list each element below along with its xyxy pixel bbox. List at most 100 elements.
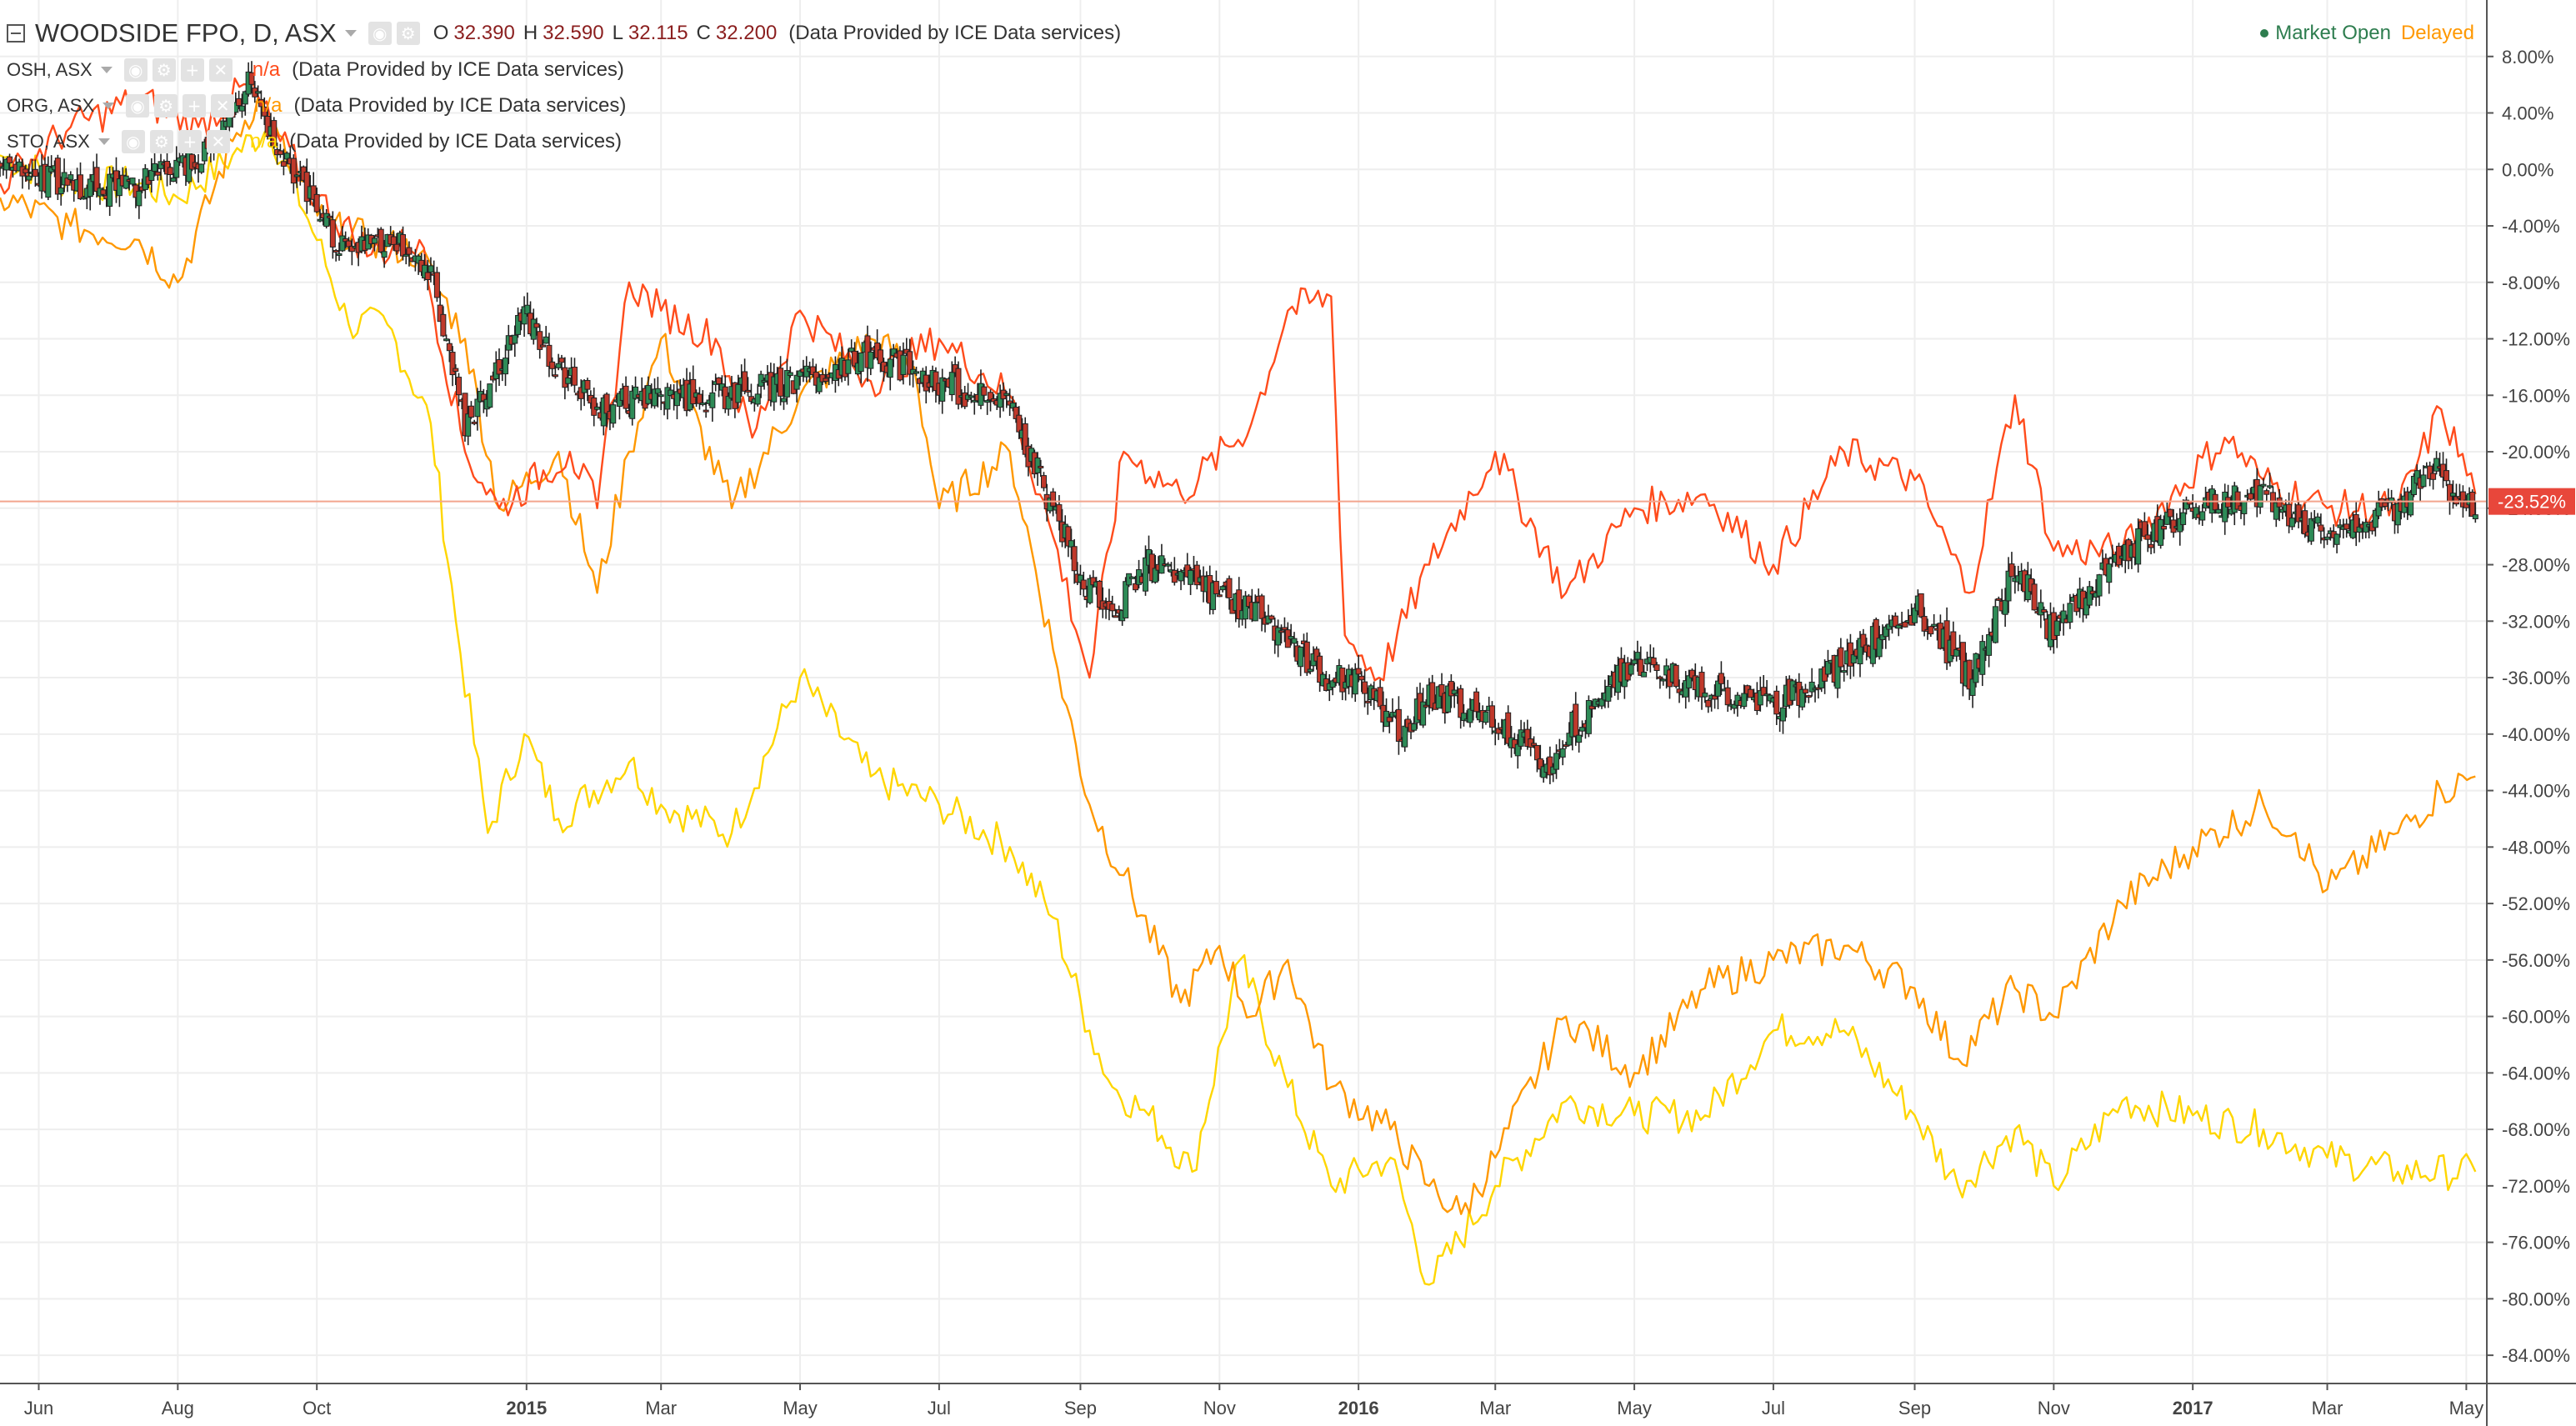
y-tick-label: 4.00%: [2502, 103, 2553, 124]
candle-body: [955, 368, 962, 405]
candle-body: [652, 388, 658, 407]
candle-body: [1210, 582, 1217, 610]
candle-body: [1090, 577, 1097, 586]
candle-body: [1860, 633, 1867, 648]
close-icon[interactable]: ✕: [208, 58, 233, 82]
candle-body: [971, 399, 978, 403]
candle-body: [2248, 493, 2254, 500]
candle-body: [1317, 655, 1323, 683]
gear-icon[interactable]: ⚙: [154, 94, 178, 118]
candle-body: [3, 158, 10, 171]
candle-body: [2469, 491, 2476, 517]
overlay-symbol-label[interactable]: OSH, ASX: [7, 59, 93, 80]
candle-body: [1077, 574, 1083, 583]
overlay-row-org: ORG, ASX ◉ ⚙ + ✕ n/a (Data Provided by I…: [7, 89, 626, 123]
candle-body: [780, 398, 787, 403]
candle-body: [690, 378, 697, 404]
candle-body: [152, 163, 158, 172]
candle-body: [988, 392, 994, 401]
gear-icon[interactable]: ⚙: [152, 58, 176, 82]
candle-body: [1016, 414, 1023, 433]
candle-body: [673, 391, 680, 407]
candle-body: [1992, 606, 1998, 643]
eye-icon[interactable]: ◉: [368, 22, 392, 45]
candle-body: [1068, 540, 1074, 548]
candle-body: [1531, 743, 1538, 746]
chevron-down-icon[interactable]: [344, 30, 357, 37]
close-icon[interactable]: ✕: [211, 94, 235, 118]
candle-body: [1950, 631, 1957, 657]
candle-body: [2148, 543, 2154, 548]
candle-body: [1895, 624, 1902, 629]
x-tick-label: Oct: [303, 1398, 331, 1418]
candle-body: [255, 91, 262, 94]
collapse-icon[interactable]: [7, 24, 25, 43]
candle-body: [1995, 598, 2002, 601]
candle-body: [154, 171, 161, 176]
candle-body: [1911, 608, 1918, 623]
candle-body: [552, 374, 558, 378]
candle-body: [310, 185, 317, 200]
candle-body: [1773, 690, 1780, 715]
x-tick-label: May: [783, 1398, 818, 1418]
overlay-value: n/a: [252, 58, 281, 81]
overlay-symbol-label[interactable]: ORG, ASX: [7, 95, 95, 116]
candle-body: [1050, 491, 1057, 507]
candle-body: [32, 168, 38, 177]
eye-icon[interactable]: ◉: [123, 58, 148, 82]
eye-icon[interactable]: ◉: [126, 94, 150, 118]
candle-body: [512, 334, 518, 344]
candle-body: [1979, 641, 1986, 675]
candle-body: [2167, 508, 2173, 518]
candle-body: [562, 367, 568, 388]
candle-body: [668, 389, 674, 396]
gear-icon[interactable]: ⚙: [149, 130, 173, 153]
candle-body: [716, 377, 723, 385]
add-icon[interactable]: +: [180, 58, 204, 82]
candle-body: [1628, 664, 1634, 675]
candle-body: [1714, 680, 1721, 697]
candle-body: [54, 158, 61, 195]
overlay-symbol-label[interactable]: STO, ASX: [7, 131, 90, 152]
candle-body: [326, 215, 333, 218]
eye-icon[interactable]: ◉: [121, 130, 145, 153]
candle-body: [64, 178, 71, 186]
candle-body: [1702, 693, 1708, 698]
candle-body: [1483, 711, 1489, 723]
candle-body: [2295, 504, 2302, 523]
candle-body: [348, 245, 355, 253]
candle-body: [1834, 655, 1841, 689]
candle-body: [2180, 512, 2187, 525]
candle-body: [1653, 664, 1660, 672]
chevron-down-icon[interactable]: [98, 138, 110, 145]
y-tick-label: -48.00%: [2502, 837, 2570, 858]
y-tick-label: -76.00%: [2502, 1233, 2570, 1253]
candle-body: [1411, 723, 1418, 731]
x-tick-label: 2015: [506, 1398, 547, 1418]
add-icon[interactable]: +: [178, 130, 202, 153]
chevron-down-icon[interactable]: [103, 103, 115, 109]
symbol-title[interactable]: WOODSIDE FPO, D, ASX: [35, 18, 337, 48]
chevron-down-icon[interactable]: [100, 67, 113, 73]
series-line-org: [0, 98, 2476, 1215]
candle-body: [1824, 661, 1831, 675]
grid: [0, 0, 2487, 1383]
candle-body: [78, 174, 84, 200]
delayed-text: Delayed: [2400, 22, 2474, 44]
candle-body: [742, 371, 748, 392]
add-icon[interactable]: +: [183, 94, 207, 118]
candle-body: [1420, 701, 1427, 726]
candle-body: [496, 359, 503, 375]
candle-body: [997, 393, 1003, 408]
candle-body: [465, 413, 472, 437]
candle-body: [1288, 636, 1294, 640]
market-open-text: Market Open: [2275, 22, 2391, 44]
gear-icon[interactable]: ⚙: [396, 22, 420, 45]
candle-body: [658, 394, 664, 398]
candle-body: [2038, 602, 2044, 616]
close-icon[interactable]: ✕: [206, 130, 230, 153]
candle-body: [1129, 576, 1136, 579]
candle-body: [530, 318, 537, 340]
